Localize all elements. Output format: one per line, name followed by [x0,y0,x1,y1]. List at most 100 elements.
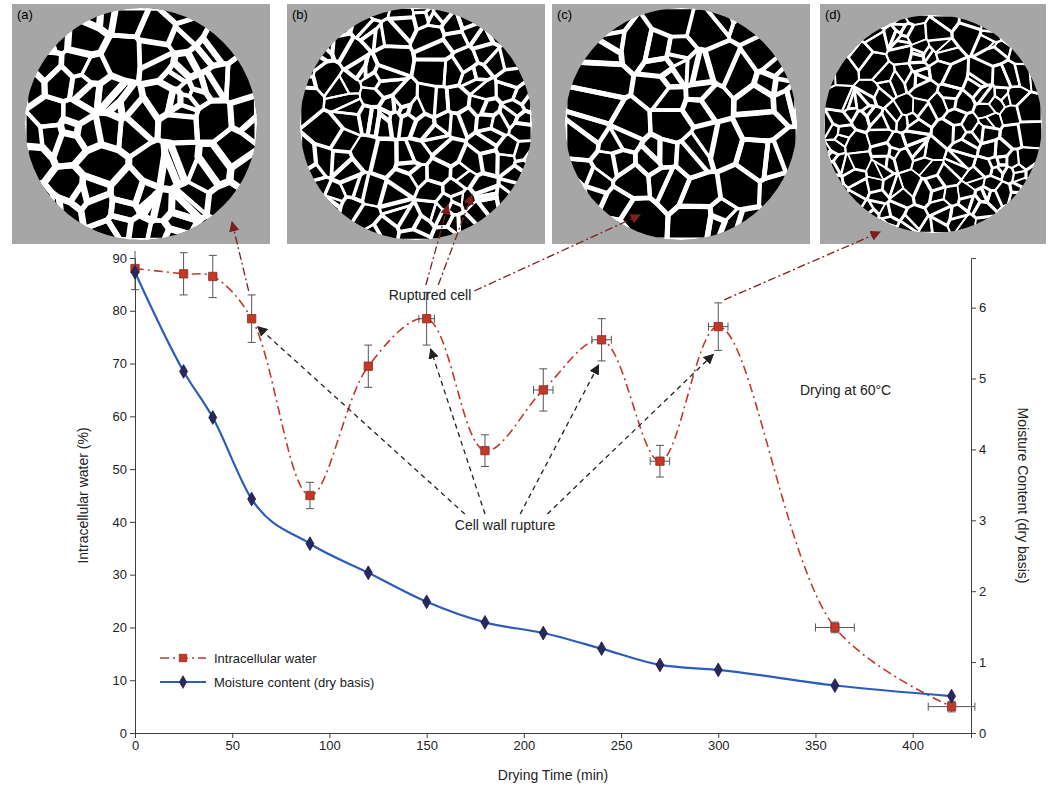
cell-wall [333,99,364,115]
micrograph-panel: (d) [820,4,1046,244]
cell-wall [824,197,843,212]
error-cap [669,457,670,465]
cell-wall [42,8,70,54]
cell-wall [1033,214,1042,233]
y-tick-mark [130,733,135,734]
y2-tick: 0 [971,726,986,741]
cell-wall [858,226,877,233]
cell-wall [832,35,850,50]
cell-wall [333,8,357,32]
cell-wall [310,28,325,45]
data-point [539,386,547,394]
cell-wall [992,64,1011,88]
y-tick-mark [130,522,135,523]
cell-wall [565,111,610,144]
cell-wall [1027,47,1034,64]
cell-wall [600,186,633,220]
cell-wall [829,221,855,233]
data-point [306,491,314,499]
data-point [209,411,217,425]
cell-wall [1013,206,1027,224]
cell-wall [470,25,494,49]
cell-wall [496,81,517,103]
cell-wall [833,206,849,225]
cell-wall [513,21,528,41]
cell-wall [890,188,915,208]
data-point [209,272,217,280]
cell-wall [70,183,87,210]
cell-wall [723,48,757,99]
cell-wall [650,110,694,143]
cell-wall [399,114,417,139]
cell-wall [981,15,1003,32]
cell-wall [1010,182,1023,192]
y-tick: 40 [113,515,135,530]
cell-wall [177,80,192,96]
data-point [714,663,722,677]
cell-wall [340,174,361,198]
cell-wall [147,220,169,240]
annotation: Ruptured cell [389,287,472,303]
data-point [423,595,431,609]
cell-wall [565,158,593,187]
cell-wall [168,62,190,82]
error-cap [418,315,419,323]
cell-wall [426,8,434,22]
cell-wall [786,170,797,198]
cell-wall [972,47,1008,66]
y2-tick: 5 [971,371,986,386]
cell-wall [300,164,326,184]
error-cap [180,252,188,253]
y-tick: 60 [113,409,135,424]
cell-wall [980,31,1002,42]
y2-tick-label: 6 [979,300,986,315]
cell-wall [897,35,910,43]
cell-wall [458,107,477,138]
y2-tick: 2 [971,584,986,599]
cell-wall [332,33,353,62]
x-tick-label: 50 [225,738,239,753]
cell-wall [388,8,414,19]
cell-wall [140,81,173,119]
y-tick: 70 [113,356,135,371]
cell-wall [524,148,532,163]
cell-wall [497,184,523,216]
cell-wall [894,148,913,174]
error-cap [928,703,929,711]
cell-wall [452,46,478,73]
cell-wall [421,135,452,155]
data-point [364,362,372,370]
y2-tick-mark [971,520,976,521]
cell-wall [580,36,622,64]
y-error-bar [598,319,606,361]
x-error-bar [534,386,553,394]
cell-wall [456,170,478,188]
cell-wall [1012,164,1026,173]
cell-wall [866,177,883,193]
cell-wall [25,183,52,220]
cell-wall [734,84,774,114]
cell-wall [100,8,116,36]
cell-wall [767,35,797,60]
x-tick: 350 [805,733,827,753]
cell-wall [930,187,946,203]
cell-wall [676,141,708,178]
y2-tick-mark [971,379,976,380]
y-error-bar [714,303,722,351]
cell-wall [175,11,216,46]
error-cap [598,318,606,319]
cell-wall [990,167,1002,180]
cell-wall [1020,185,1042,198]
data-point [422,315,430,323]
x-error-bar [815,623,854,631]
cell-wall [409,165,427,189]
y2-tick-mark [971,308,976,309]
x-tick: 150 [416,733,438,753]
cell-wall [484,8,506,23]
data-point [180,365,188,379]
x-tick-label: 150 [416,738,438,753]
cell-wall [824,49,840,62]
plot-marks [131,251,975,712]
cell-wall [344,55,368,79]
y-axis-title: Intracellular water (%) [75,427,91,563]
